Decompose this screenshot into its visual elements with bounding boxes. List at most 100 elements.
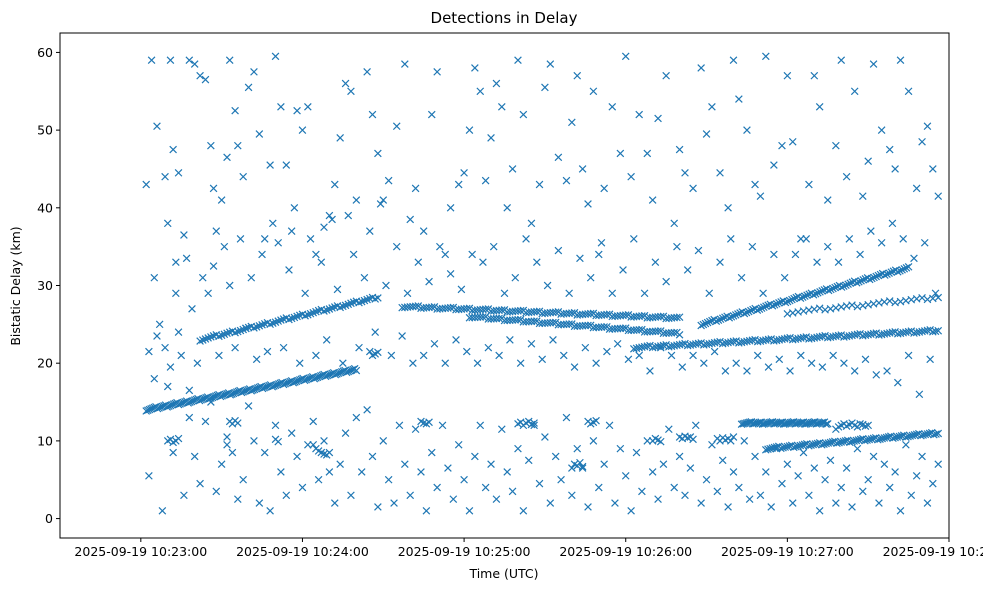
data-point-track-e bbox=[853, 330, 862, 339]
data-point bbox=[320, 450, 328, 458]
data-point bbox=[500, 289, 509, 298]
data-point bbox=[433, 68, 441, 76]
data-point-track-i bbox=[839, 437, 848, 446]
data-point bbox=[304, 102, 312, 111]
data-point bbox=[864, 475, 873, 484]
y-tick-label: 0 bbox=[45, 511, 53, 526]
data-point-track-f bbox=[757, 304, 766, 313]
data-point bbox=[592, 359, 600, 368]
data-point bbox=[659, 460, 668, 469]
data-point bbox=[417, 468, 425, 476]
data-point-track-c bbox=[446, 303, 455, 312]
data-point bbox=[247, 273, 256, 282]
data-point bbox=[223, 440, 231, 449]
data-point-track-d bbox=[635, 325, 644, 334]
data-point bbox=[293, 106, 301, 115]
data-point-track-f bbox=[859, 276, 868, 284]
data-point bbox=[584, 200, 592, 208]
data-point bbox=[681, 169, 689, 177]
data-point bbox=[689, 184, 697, 193]
data-point bbox=[872, 371, 881, 379]
data-point bbox=[166, 363, 175, 371]
data-point bbox=[231, 106, 239, 115]
data-point bbox=[454, 440, 463, 449]
data-point bbox=[163, 382, 172, 391]
data-point-track-d bbox=[600, 323, 609, 331]
data-point bbox=[759, 289, 767, 298]
data-point-track-f bbox=[803, 291, 811, 300]
data-point bbox=[823, 242, 832, 251]
data-point bbox=[212, 487, 221, 496]
data-point-track-i bbox=[761, 445, 770, 454]
data-point bbox=[597, 238, 606, 247]
data-point-track-i bbox=[930, 430, 938, 439]
data-point bbox=[301, 289, 309, 298]
x-tick-label: 2025-09-19 10:27:00 bbox=[721, 544, 854, 559]
x-axis-ticks: 2025-09-19 10:23:00 2025-09-19 10:24:00 20… bbox=[74, 538, 983, 559]
data-point-track-i bbox=[856, 435, 865, 444]
data-point-track-f bbox=[772, 300, 781, 308]
data-point bbox=[850, 367, 859, 375]
data-point bbox=[635, 110, 644, 119]
data-point bbox=[274, 437, 283, 446]
data-point bbox=[457, 285, 466, 294]
data-point bbox=[325, 448, 334, 457]
data-point bbox=[166, 56, 175, 65]
data-point bbox=[145, 347, 153, 356]
data-point bbox=[400, 60, 409, 68]
data-point bbox=[314, 475, 323, 484]
data-point bbox=[330, 180, 339, 189]
data-point bbox=[592, 416, 600, 425]
data-point bbox=[797, 235, 805, 243]
data-point-track-f bbox=[790, 294, 798, 303]
data-point-track-e bbox=[818, 332, 827, 341]
data-point bbox=[317, 258, 326, 267]
data-point bbox=[640, 289, 649, 298]
data-point bbox=[934, 192, 943, 200]
data-point-track-i bbox=[822, 439, 830, 448]
data-point-track-i bbox=[925, 429, 934, 438]
data-point bbox=[293, 452, 301, 461]
data-point bbox=[304, 440, 312, 449]
data-point bbox=[624, 355, 633, 364]
data-point bbox=[225, 56, 234, 65]
data-point bbox=[697, 64, 705, 72]
data-point bbox=[487, 134, 495, 142]
data-point-track-i bbox=[869, 434, 878, 443]
data-point bbox=[837, 483, 846, 492]
data-point bbox=[379, 437, 388, 445]
data-point bbox=[648, 196, 657, 204]
data-point bbox=[740, 437, 749, 445]
data-point bbox=[856, 250, 864, 259]
data-point bbox=[419, 351, 428, 360]
data-point bbox=[508, 487, 517, 496]
data-point-track-i bbox=[818, 440, 826, 449]
data-point bbox=[217, 196, 226, 204]
data-point bbox=[506, 336, 514, 344]
data-point-track-i bbox=[867, 435, 876, 443]
data-point bbox=[858, 192, 867, 200]
y-tick-label: 40 bbox=[37, 200, 53, 215]
data-point bbox=[710, 347, 719, 356]
data-point-track-i bbox=[850, 437, 858, 445]
data-point bbox=[201, 417, 210, 426]
data-point bbox=[161, 343, 169, 352]
data-point bbox=[735, 95, 743, 103]
data-point-track-f bbox=[811, 289, 820, 298]
data-point-track-f bbox=[699, 320, 708, 329]
data-point bbox=[344, 211, 353, 220]
data-point-track-f bbox=[839, 282, 848, 290]
data-point bbox=[209, 262, 218, 270]
x-tick-label: 2025-09-19 10:25:00 bbox=[398, 544, 531, 559]
data-point bbox=[826, 456, 835, 465]
data-point bbox=[877, 238, 886, 247]
data-point-track-c bbox=[462, 304, 471, 313]
data-point bbox=[689, 351, 697, 360]
data-point bbox=[220, 242, 229, 251]
data-point bbox=[761, 468, 770, 476]
data-point-track-h bbox=[822, 420, 830, 429]
data-point bbox=[527, 339, 536, 348]
data-point bbox=[896, 56, 905, 65]
data-point bbox=[266, 506, 274, 515]
data-point bbox=[215, 351, 223, 360]
